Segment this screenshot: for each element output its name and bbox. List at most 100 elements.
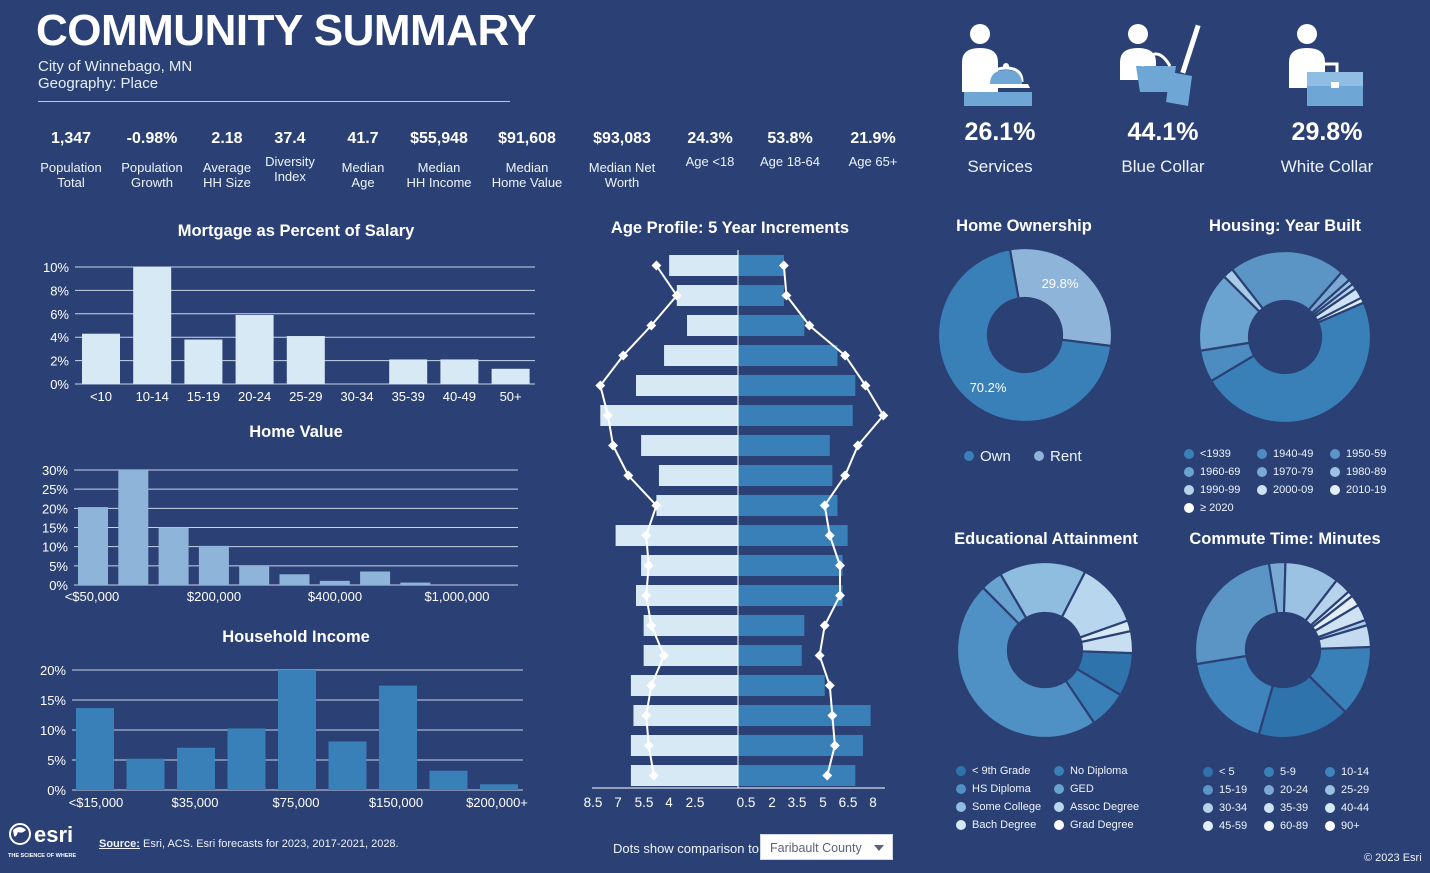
bar-male bbox=[630, 765, 738, 786]
comparison-dot bbox=[646, 680, 657, 691]
kpi-item: $91,608 Median Home Value bbox=[487, 128, 567, 190]
bar bbox=[177, 747, 215, 790]
legend-swatch bbox=[1054, 802, 1064, 812]
bar bbox=[184, 339, 223, 384]
legend-swatch bbox=[1325, 767, 1335, 777]
legend-swatch bbox=[1330, 467, 1340, 477]
legend-item: 25-29 bbox=[1325, 781, 1386, 799]
y-tick-label: 0% bbox=[47, 783, 66, 798]
comparison-dot bbox=[643, 740, 654, 751]
comparison-dot bbox=[822, 770, 833, 781]
legend-label: 45-59 bbox=[1219, 820, 1248, 832]
y-tick-label: 0% bbox=[50, 377, 69, 392]
comparison-dot bbox=[641, 710, 652, 721]
slice-label: 70.2% bbox=[970, 380, 1007, 395]
x-tick-label: 8.5 bbox=[584, 795, 603, 810]
y-tick-label: 10% bbox=[42, 540, 68, 555]
home-ownership-legend: Own Rent bbox=[964, 447, 1104, 465]
legend-swatch bbox=[1054, 784, 1064, 794]
education-chart-title: Educational Attainment bbox=[954, 530, 1138, 548]
legend-item: Bach Degree bbox=[956, 816, 1054, 834]
legend-item: 35-39 bbox=[1264, 799, 1325, 817]
place-name: City of Winnebago, MN bbox=[38, 58, 193, 75]
x-tick-label: 6.5 bbox=[839, 795, 858, 810]
bar bbox=[239, 566, 270, 585]
legend-label: Assoc Degree bbox=[1070, 801, 1140, 813]
legend-item: 5-9 bbox=[1264, 763, 1325, 781]
commute-legend: < 5 5-9 10-14 15-19 20-24 25-29 30-34 35-39 40-4… bbox=[1203, 763, 1386, 835]
bar bbox=[235, 314, 274, 384]
bar bbox=[480, 784, 518, 790]
legend-label: HS Diploma bbox=[972, 783, 1031, 795]
legend-item: Grad Degree bbox=[1054, 816, 1152, 834]
comparison-dot bbox=[648, 770, 659, 781]
legend-swatch bbox=[1203, 803, 1213, 813]
bar-male bbox=[641, 435, 738, 456]
x-tick-label: 40-49 bbox=[443, 389, 476, 404]
x-tick-label: 35-39 bbox=[392, 389, 425, 404]
legend-swatch bbox=[1325, 821, 1335, 831]
legend-item: 60-89 bbox=[1264, 817, 1325, 835]
bar bbox=[227, 728, 266, 790]
comparison-dot bbox=[641, 530, 652, 541]
bar bbox=[286, 336, 325, 384]
legend-item: < 5 bbox=[1203, 763, 1264, 781]
legend-swatch bbox=[1257, 485, 1267, 495]
legend-label: 25-29 bbox=[1341, 784, 1370, 796]
bar-female bbox=[738, 345, 838, 366]
bar-male bbox=[615, 525, 738, 546]
kpi-value: 37.4 bbox=[274, 130, 306, 147]
legend-label: < 9th Grade bbox=[972, 765, 1031, 777]
geography-label: Geography: Place bbox=[38, 75, 159, 92]
blue-collar-label: Blue Collar bbox=[1121, 157, 1205, 176]
x-tick-label: 20-24 bbox=[238, 389, 271, 404]
age-profile-chart: 8.5 7 5.5 4 2.5 0.5 2 3.5 5 6.5 8 bbox=[584, 250, 889, 810]
kpi-label: Age <18 bbox=[685, 154, 735, 169]
legend-item: 1990-99 bbox=[1184, 481, 1257, 499]
bar-male bbox=[676, 285, 738, 306]
slice bbox=[1008, 246, 1114, 348]
legend-swatch bbox=[1184, 467, 1194, 477]
y-tick-label: 0% bbox=[49, 578, 68, 593]
slice bbox=[955, 586, 1096, 740]
kpi-label: Age 65+ bbox=[848, 154, 898, 169]
kpi-value: -0.98% bbox=[126, 130, 178, 147]
legend-label: 35-39 bbox=[1280, 802, 1309, 814]
bar-male bbox=[630, 675, 738, 696]
legend-swatch bbox=[1203, 821, 1213, 831]
comparison-dropdown[interactable]: Faribault County bbox=[760, 834, 893, 860]
legend-item: Rent bbox=[1034, 447, 1104, 465]
bar bbox=[360, 571, 391, 585]
y-tick-label: 15% bbox=[42, 521, 68, 536]
bar-male bbox=[643, 645, 738, 666]
bar-female bbox=[738, 285, 784, 306]
kpi-value: 41.7 bbox=[347, 130, 379, 147]
services-label: Services bbox=[967, 157, 1033, 176]
slice-label: 29.8% bbox=[1042, 276, 1079, 291]
legend-label: 15-19 bbox=[1219, 784, 1248, 796]
legend-item: 2010-19 bbox=[1330, 481, 1403, 499]
bar bbox=[389, 359, 428, 384]
kpi-item: 21.9% Age 65+ bbox=[833, 128, 913, 169]
bar-male bbox=[630, 735, 738, 756]
comparison-dot bbox=[829, 740, 840, 751]
bar-male bbox=[687, 315, 738, 336]
y-tick-label: 4% bbox=[50, 330, 69, 345]
legend-swatch bbox=[956, 784, 966, 794]
title-divider bbox=[38, 101, 510, 102]
bar-female bbox=[738, 435, 830, 456]
legend-swatch bbox=[1264, 785, 1274, 795]
legend-label: GED bbox=[1070, 783, 1094, 795]
x-tick-label: $200,000 bbox=[187, 589, 241, 604]
legend-label: No Diploma bbox=[1070, 765, 1128, 777]
bar bbox=[126, 758, 165, 790]
legend-label: 5-9 bbox=[1280, 766, 1296, 778]
blue-collar-icon bbox=[1120, 24, 1201, 106]
legend-label: Some College bbox=[972, 801, 1042, 813]
employment-blue-collar: 44.1% Blue Collar bbox=[1103, 22, 1223, 177]
comparison-dot bbox=[659, 650, 669, 661]
kpi-label: Population Growth bbox=[121, 160, 183, 190]
x-tick-label: $150,000 bbox=[369, 795, 423, 810]
kpi-label: Population Total bbox=[40, 160, 102, 190]
legend-swatch bbox=[1264, 803, 1274, 813]
